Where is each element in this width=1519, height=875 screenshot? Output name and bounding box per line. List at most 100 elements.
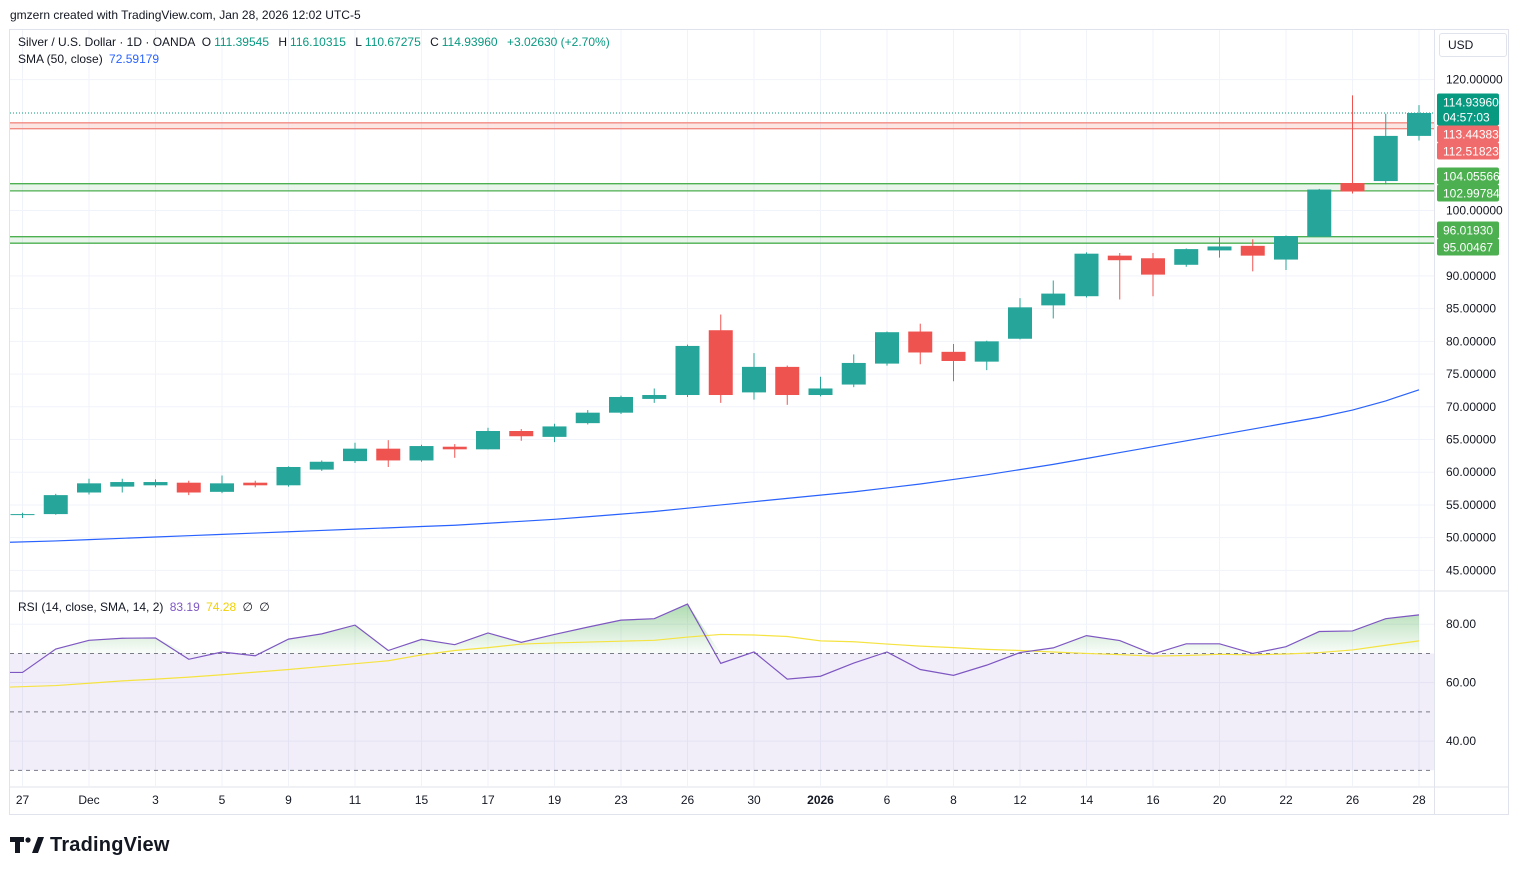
rsi-overbought-fill — [10, 604, 1419, 654]
candle — [808, 376, 833, 397]
price-tag-label: 95.00467 — [1443, 241, 1493, 255]
y-tick-label: 45.00000 — [1446, 563, 1496, 577]
candle-body — [509, 431, 534, 437]
candle-body — [1407, 113, 1431, 136]
y-tick-label: 55.00000 — [1446, 498, 1496, 512]
candle-body — [575, 412, 600, 424]
candle — [476, 427, 500, 450]
price-tag — [1437, 93, 1499, 126]
candle-body — [343, 448, 367, 462]
candle-body — [1240, 245, 1265, 256]
candle — [1373, 113, 1398, 185]
axes: 45.00000 50.00000 55.00000 60.00000 65.00000… — [10, 30, 1508, 814]
rsi-legend: RSI (14, close, SMA, 14, 2) 83.19 74.28 … — [18, 600, 273, 614]
symbol-label: Silver / U.S. Dollar · 1D · OANDA — [18, 35, 196, 49]
y-tick-label: 90.00000 — [1446, 269, 1496, 283]
countdown-label: 04:57:03 — [1443, 111, 1490, 125]
candles — [10, 95, 1431, 519]
price-tag — [1437, 238, 1499, 256]
candle — [1207, 237, 1232, 258]
ohlc-low: L 110.67275 — [355, 35, 421, 49]
rsi-label: RSI (14, close, SMA, 14, 2) — [18, 600, 164, 614]
rsi-sma-value: 74.28 — [206, 600, 237, 614]
candle — [841, 354, 866, 388]
candle — [1307, 188, 1332, 237]
price-tag-label: 104.05566 — [1443, 170, 1500, 184]
x-tick-label: 27 — [16, 793, 30, 807]
price-tag-label: 113.44383 — [1443, 128, 1499, 142]
x-tick-label: 17 — [481, 793, 495, 807]
price-tag-label: 96.01930 — [1443, 224, 1493, 238]
candle — [509, 429, 534, 441]
level-zones — [10, 112, 1434, 244]
candle-body — [176, 482, 201, 493]
x-tick-label: 15 — [415, 793, 429, 807]
candle-body — [908, 331, 933, 353]
candle-body — [276, 466, 301, 486]
main-legend: Silver / U.S. Dollar · 1D · OANDA O 111.3… — [18, 35, 613, 49]
price-tag — [1437, 184, 1499, 202]
candle-body — [1041, 293, 1066, 306]
y-tick-label: 100.00000 — [1446, 203, 1503, 217]
candle-body — [409, 446, 434, 461]
candle-body — [542, 426, 567, 437]
x-tick-label: 30 — [747, 793, 761, 807]
candle — [908, 323, 933, 365]
candle — [77, 478, 101, 495]
rsi-y-tick-label: 40.00 — [1446, 734, 1476, 748]
rsi-path — [10, 603, 1420, 680]
candle — [343, 442, 367, 464]
candle-body — [1340, 183, 1365, 192]
x-tick-label: Dec — [78, 793, 99, 807]
candle — [1008, 298, 1032, 340]
sma-50-path — [9, 389, 1420, 543]
candle-body — [675, 345, 700, 396]
price-tag — [1437, 125, 1499, 143]
y-tick-label: 50.00000 — [1446, 531, 1496, 545]
candle-body — [1207, 246, 1232, 251]
candle-body — [309, 461, 334, 470]
candle-body — [841, 362, 866, 385]
candle — [742, 353, 766, 400]
candle — [176, 480, 201, 496]
candle — [875, 331, 899, 366]
price-change: +3.02630 (+2.70%) — [506, 35, 610, 49]
sma-label: SMA (50, close) — [18, 52, 103, 66]
candle — [1240, 239, 1265, 272]
rsi-sma-path — [9, 633, 1420, 688]
x-tick-label: 8 — [950, 793, 957, 807]
candle-body — [110, 482, 135, 487]
currency-button[interactable]: USD — [1439, 33, 1507, 57]
ohlc-close: C 114.93960 — [430, 35, 498, 49]
x-tick-label: 26 — [1346, 793, 1360, 807]
candle — [276, 466, 301, 487]
y-tick-label: 75.00000 — [1446, 367, 1496, 381]
ohlc-high: H 116.10315 — [278, 35, 346, 49]
candle-body — [875, 332, 899, 364]
candle — [708, 314, 733, 403]
candle-body — [243, 482, 268, 486]
candle-body — [1274, 236, 1298, 260]
candle — [1041, 280, 1066, 319]
rsi-extra-2: ∅ — [259, 600, 270, 614]
candle-body — [1307, 189, 1332, 237]
rsi-pane — [9, 603, 1434, 771]
x-tick-label: 6 — [884, 793, 891, 807]
zone-band-support — [10, 236, 1434, 244]
candle-body — [1141, 258, 1165, 275]
candle-body — [1008, 307, 1032, 339]
attribution-text: gmzern created with TradingView.com, Jan… — [10, 8, 361, 22]
price-tag — [1437, 221, 1499, 239]
candle-body — [210, 483, 234, 492]
candle-body — [376, 448, 401, 461]
price-tag-label: 102.99784 — [1443, 187, 1500, 201]
x-tick-label: 20 — [1213, 793, 1227, 807]
price-tag — [1437, 167, 1499, 185]
candle — [1340, 95, 1365, 194]
candle-body — [974, 341, 999, 362]
candle-body — [10, 514, 35, 516]
candle-body — [476, 431, 500, 450]
x-tick-label: 28 — [1412, 793, 1426, 807]
